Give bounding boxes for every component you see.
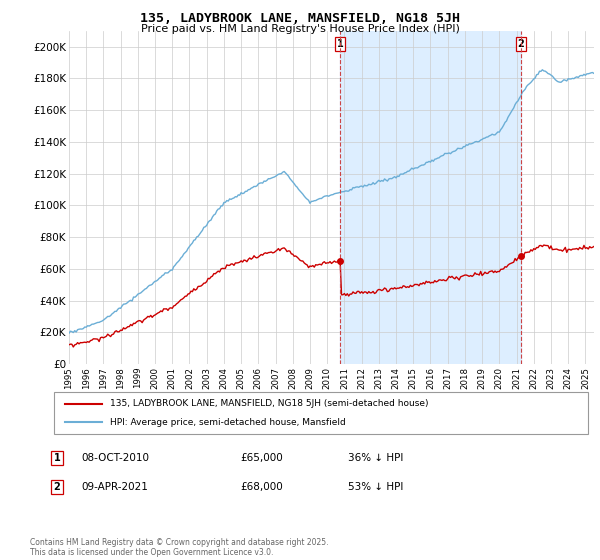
Text: 36% ↓ HPI: 36% ↓ HPI [348, 453, 403, 463]
FancyBboxPatch shape [54, 392, 588, 434]
Text: £65,000: £65,000 [240, 453, 283, 463]
Text: 08-OCT-2010: 08-OCT-2010 [81, 453, 149, 463]
Text: 2: 2 [517, 39, 524, 49]
Text: 1: 1 [53, 453, 61, 463]
Text: £68,000: £68,000 [240, 482, 283, 492]
Text: Contains HM Land Registry data © Crown copyright and database right 2025.
This d: Contains HM Land Registry data © Crown c… [30, 538, 329, 557]
Text: 1: 1 [337, 39, 343, 49]
Text: 135, LADYBROOK LANE, MANSFIELD, NG18 5JH (semi-detached house): 135, LADYBROOK LANE, MANSFIELD, NG18 5JH… [110, 399, 428, 408]
Text: 53% ↓ HPI: 53% ↓ HPI [348, 482, 403, 492]
Text: Price paid vs. HM Land Registry's House Price Index (HPI): Price paid vs. HM Land Registry's House … [140, 24, 460, 34]
Text: HPI: Average price, semi-detached house, Mansfield: HPI: Average price, semi-detached house,… [110, 418, 346, 427]
Text: 2: 2 [53, 482, 61, 492]
Text: 09-APR-2021: 09-APR-2021 [81, 482, 148, 492]
Text: 135, LADYBROOK LANE, MANSFIELD, NG18 5JH: 135, LADYBROOK LANE, MANSFIELD, NG18 5JH [140, 12, 460, 25]
Bar [340, 31, 521, 364]
